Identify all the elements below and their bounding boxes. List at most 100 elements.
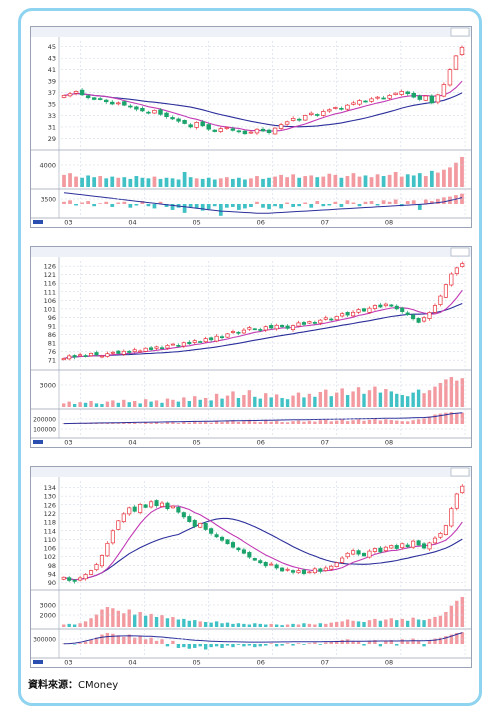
volume-bar <box>160 615 164 627</box>
candle-body <box>209 528 214 534</box>
volume-bar <box>327 173 332 187</box>
volume-bar <box>362 393 366 407</box>
price-tick-label: 101 <box>44 305 56 313</box>
candle-body <box>88 570 94 575</box>
indicator-bar <box>134 204 139 206</box>
candle-body <box>212 129 217 132</box>
candle-body <box>345 104 350 110</box>
candle-body <box>122 101 127 106</box>
candle-body <box>72 355 77 358</box>
candle-body <box>236 130 242 133</box>
candle-body <box>94 352 99 356</box>
candle-body <box>274 564 279 569</box>
indicator-line <box>63 412 463 425</box>
volume-bar <box>318 623 323 627</box>
candle-body <box>248 131 254 134</box>
volume-bar <box>400 618 404 627</box>
indicator-tick-label: 300000 <box>33 637 56 644</box>
indicator-bar <box>273 204 277 207</box>
candle-body <box>214 335 219 342</box>
indicator-bar <box>149 637 153 644</box>
candle-body <box>301 569 306 574</box>
indicator-bar <box>329 421 333 424</box>
volume-bar <box>340 621 344 627</box>
candle-body <box>351 102 356 105</box>
indicator-bar <box>422 644 426 647</box>
indicator-bar <box>236 644 241 645</box>
indicator-bar <box>279 204 283 209</box>
volume-bar <box>296 392 301 407</box>
indicator-bar <box>188 204 193 207</box>
volume-bar <box>122 177 127 187</box>
candle-body <box>187 516 192 523</box>
indicator-bar <box>367 419 372 424</box>
indicator-bar <box>427 640 432 644</box>
volume-bar <box>302 397 306 407</box>
candle-body <box>423 95 429 101</box>
candle-body <box>61 95 67 98</box>
volume-bar <box>220 398 224 407</box>
x-tick-label: 03 <box>64 659 72 667</box>
indicator-bar <box>335 640 339 644</box>
candle-body <box>345 312 350 316</box>
stock-chart-1: 45 43 41 39 37 35 33 31 29 4000 3500 03 04 05 06 07 08 <box>31 27 471 227</box>
volume-bar <box>143 615 148 627</box>
indicator-bar <box>405 421 410 424</box>
candle-body <box>387 95 392 99</box>
candle-body <box>203 338 208 343</box>
x-tick-label: 03 <box>64 439 72 447</box>
volume-bar <box>309 175 314 187</box>
volume-bar <box>460 597 464 627</box>
indicator-bar <box>422 418 426 424</box>
indicator-bar <box>395 644 399 646</box>
price-tick-label: 116 <box>44 280 56 288</box>
indicator-bar <box>442 197 446 204</box>
indicator-bar <box>455 632 459 644</box>
chart-header-box <box>450 27 470 37</box>
volume-bar <box>438 615 443 627</box>
volume-bar <box>378 392 383 407</box>
scroll-marker <box>33 660 43 664</box>
volume-bar <box>220 623 224 627</box>
indicator-bar <box>345 421 350 424</box>
indicator-bar <box>324 419 328 424</box>
indicator-bar <box>230 204 235 207</box>
candle-body <box>116 102 121 105</box>
volume-bar <box>422 620 426 627</box>
price-tick-label: 96 <box>48 314 56 322</box>
volume-bar <box>435 172 440 187</box>
volume-bar <box>363 175 368 187</box>
indicator-bar <box>143 422 148 424</box>
candle-body <box>327 109 332 112</box>
indicator-bar <box>122 636 126 644</box>
volume-bar <box>405 620 410 627</box>
volume-bar <box>433 617 437 627</box>
candle-body <box>400 307 405 312</box>
volume-bar <box>100 404 104 407</box>
candle-body <box>427 312 432 319</box>
indicator-bar <box>206 204 211 210</box>
volume-bar <box>422 393 426 407</box>
indicator-bar <box>449 412 454 424</box>
volume-bar <box>171 617 175 627</box>
candle-body <box>438 533 443 538</box>
candle-body <box>121 350 126 355</box>
candle-body <box>454 267 459 274</box>
candle-body <box>329 318 334 321</box>
candle-body <box>405 544 410 548</box>
volume-bar <box>62 403 66 407</box>
candle-body <box>176 345 181 347</box>
indicator-bar <box>395 420 399 424</box>
volume-bar <box>143 399 148 407</box>
candle-body <box>225 539 230 545</box>
price-tick-label: 106 <box>44 297 56 305</box>
indicator-bar <box>255 201 259 204</box>
volume-bar <box>176 401 181 407</box>
indicator-bar <box>212 204 217 207</box>
candle-body <box>252 558 257 561</box>
x-tick-label: 04 <box>128 219 136 227</box>
candle-body <box>105 353 110 357</box>
volume-bar <box>203 398 208 407</box>
volume-bar <box>68 173 72 187</box>
volume-bar <box>356 621 361 627</box>
